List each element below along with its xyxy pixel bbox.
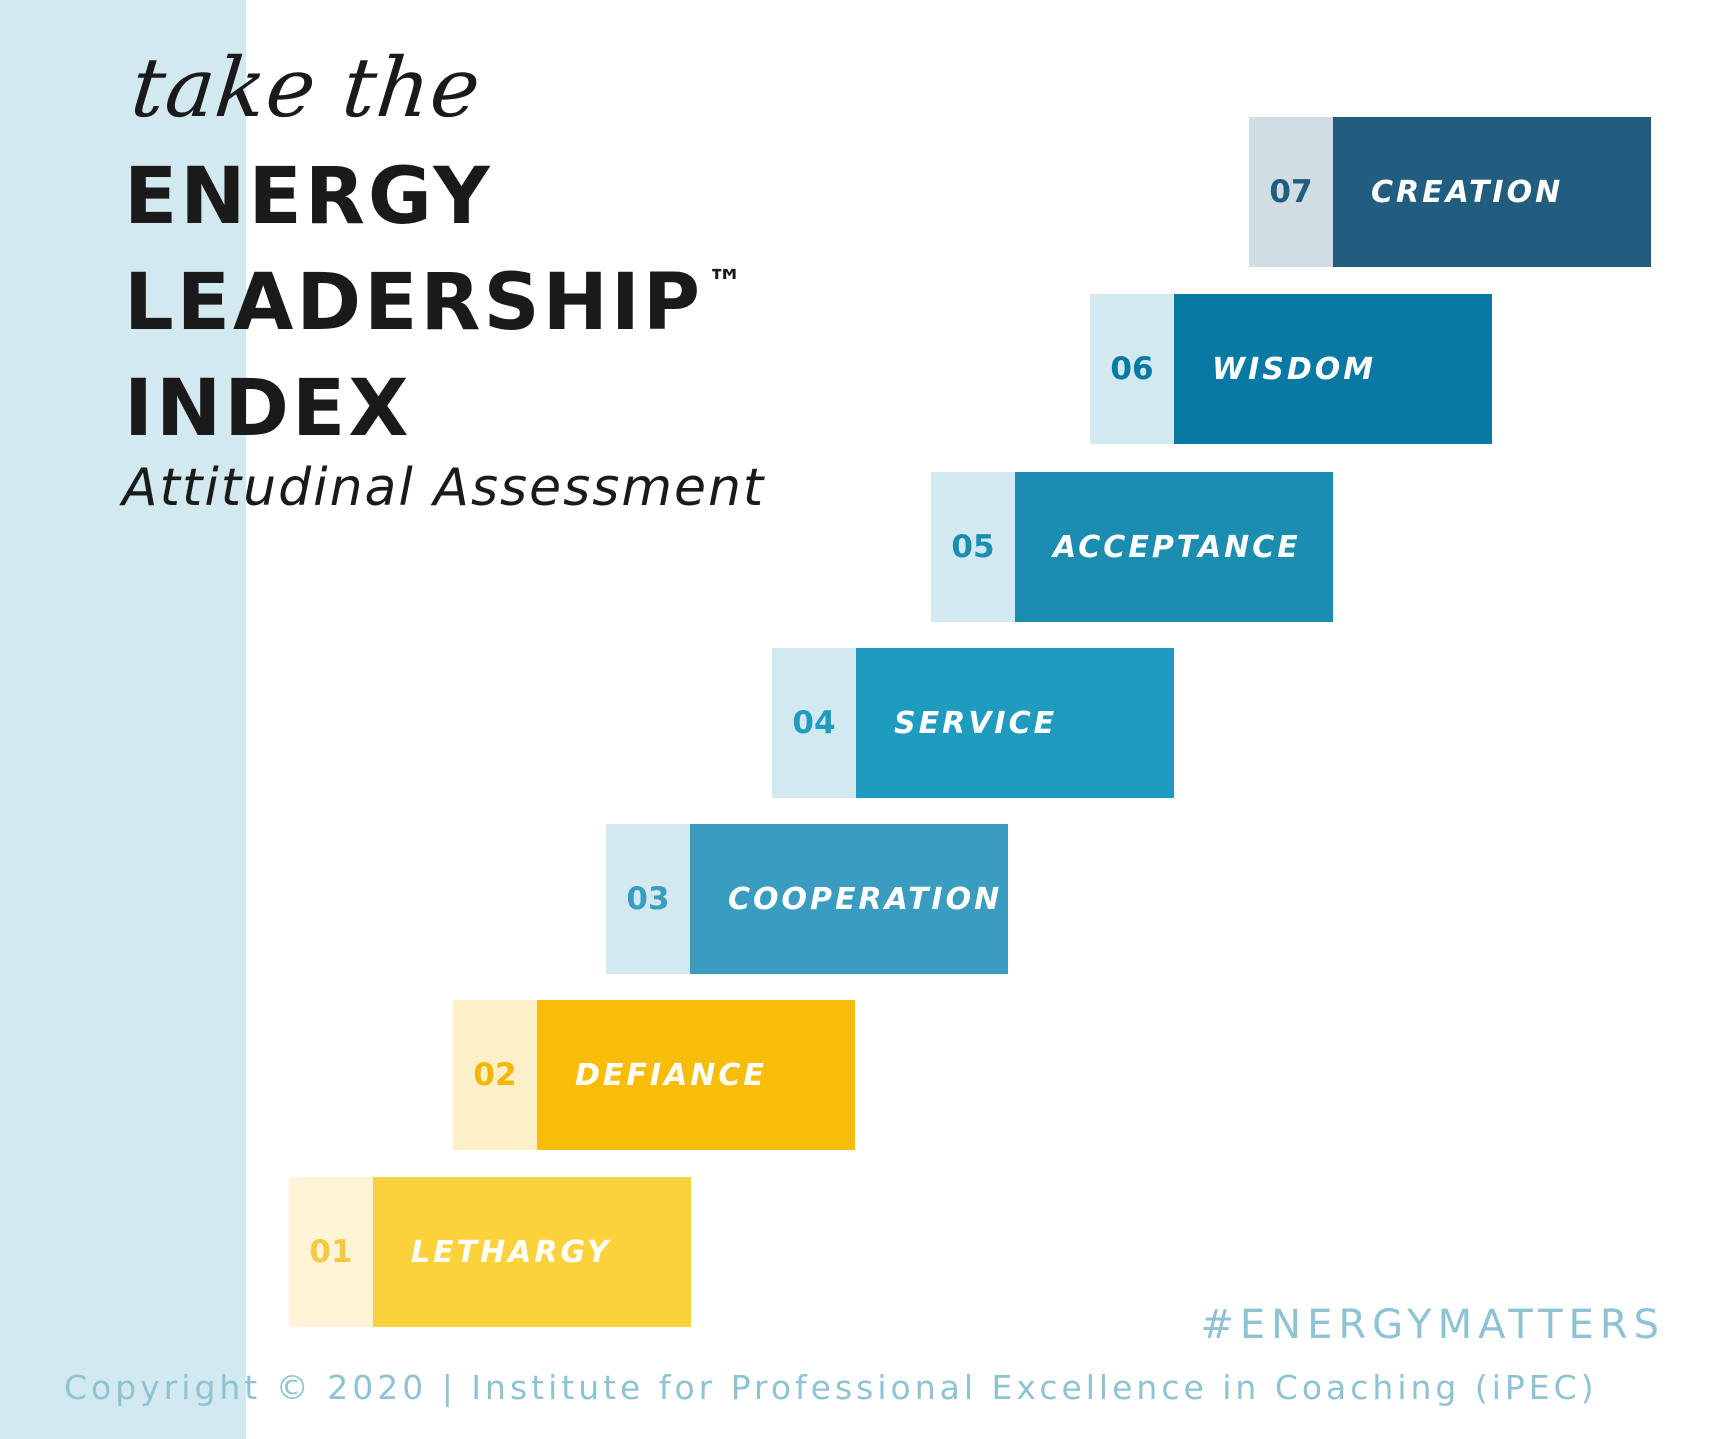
level-label: DEFIANCE xyxy=(537,1000,855,1150)
script-intro-text: take the xyxy=(127,41,486,136)
side-color-band xyxy=(0,0,246,1439)
subtitle: Attitudinal Assessment xyxy=(122,458,766,518)
level-number: 01 xyxy=(289,1177,373,1327)
level-step-5: 05 ACCEPTANCE xyxy=(931,472,1333,622)
title-line-2: LEADERSHIP ™ xyxy=(124,264,743,342)
level-label: ACCEPTANCE xyxy=(1015,472,1333,622)
level-number: 07 xyxy=(1249,117,1333,267)
level-step-7: 07 CREATION xyxy=(1249,117,1651,267)
level-step-3: 03 COOPERATION xyxy=(606,824,1008,974)
level-number: 06 xyxy=(1090,294,1174,444)
level-label: WISDOM xyxy=(1174,294,1492,444)
level-step-1: 01 LETHARGY xyxy=(289,1177,691,1327)
level-number: 05 xyxy=(931,472,1015,622)
hashtag: #ENERGYMATTERS xyxy=(1200,1302,1665,1348)
title-line-1: ENERGY xyxy=(124,152,493,242)
level-step-2: 02 DEFIANCE xyxy=(453,1000,855,1150)
level-step-6: 06 WISDOM xyxy=(1090,294,1492,444)
level-label: SERVICE xyxy=(856,648,1174,798)
level-number: 04 xyxy=(772,648,856,798)
trademark-symbol: ™ xyxy=(707,263,744,304)
level-step-4: 04 SERVICE xyxy=(772,648,1174,798)
title-line-3: INDEX xyxy=(124,364,412,454)
title-line-2-text: LEADERSHIP xyxy=(124,258,704,348)
level-label: COOPERATION xyxy=(690,824,1008,974)
level-label: CREATION xyxy=(1333,117,1651,267)
copyright-notice: Copyright © 2020 | Institute for Profess… xyxy=(64,1368,1598,1407)
level-label: LETHARGY xyxy=(373,1177,691,1327)
level-number: 02 xyxy=(453,1000,537,1150)
level-number: 03 xyxy=(606,824,690,974)
